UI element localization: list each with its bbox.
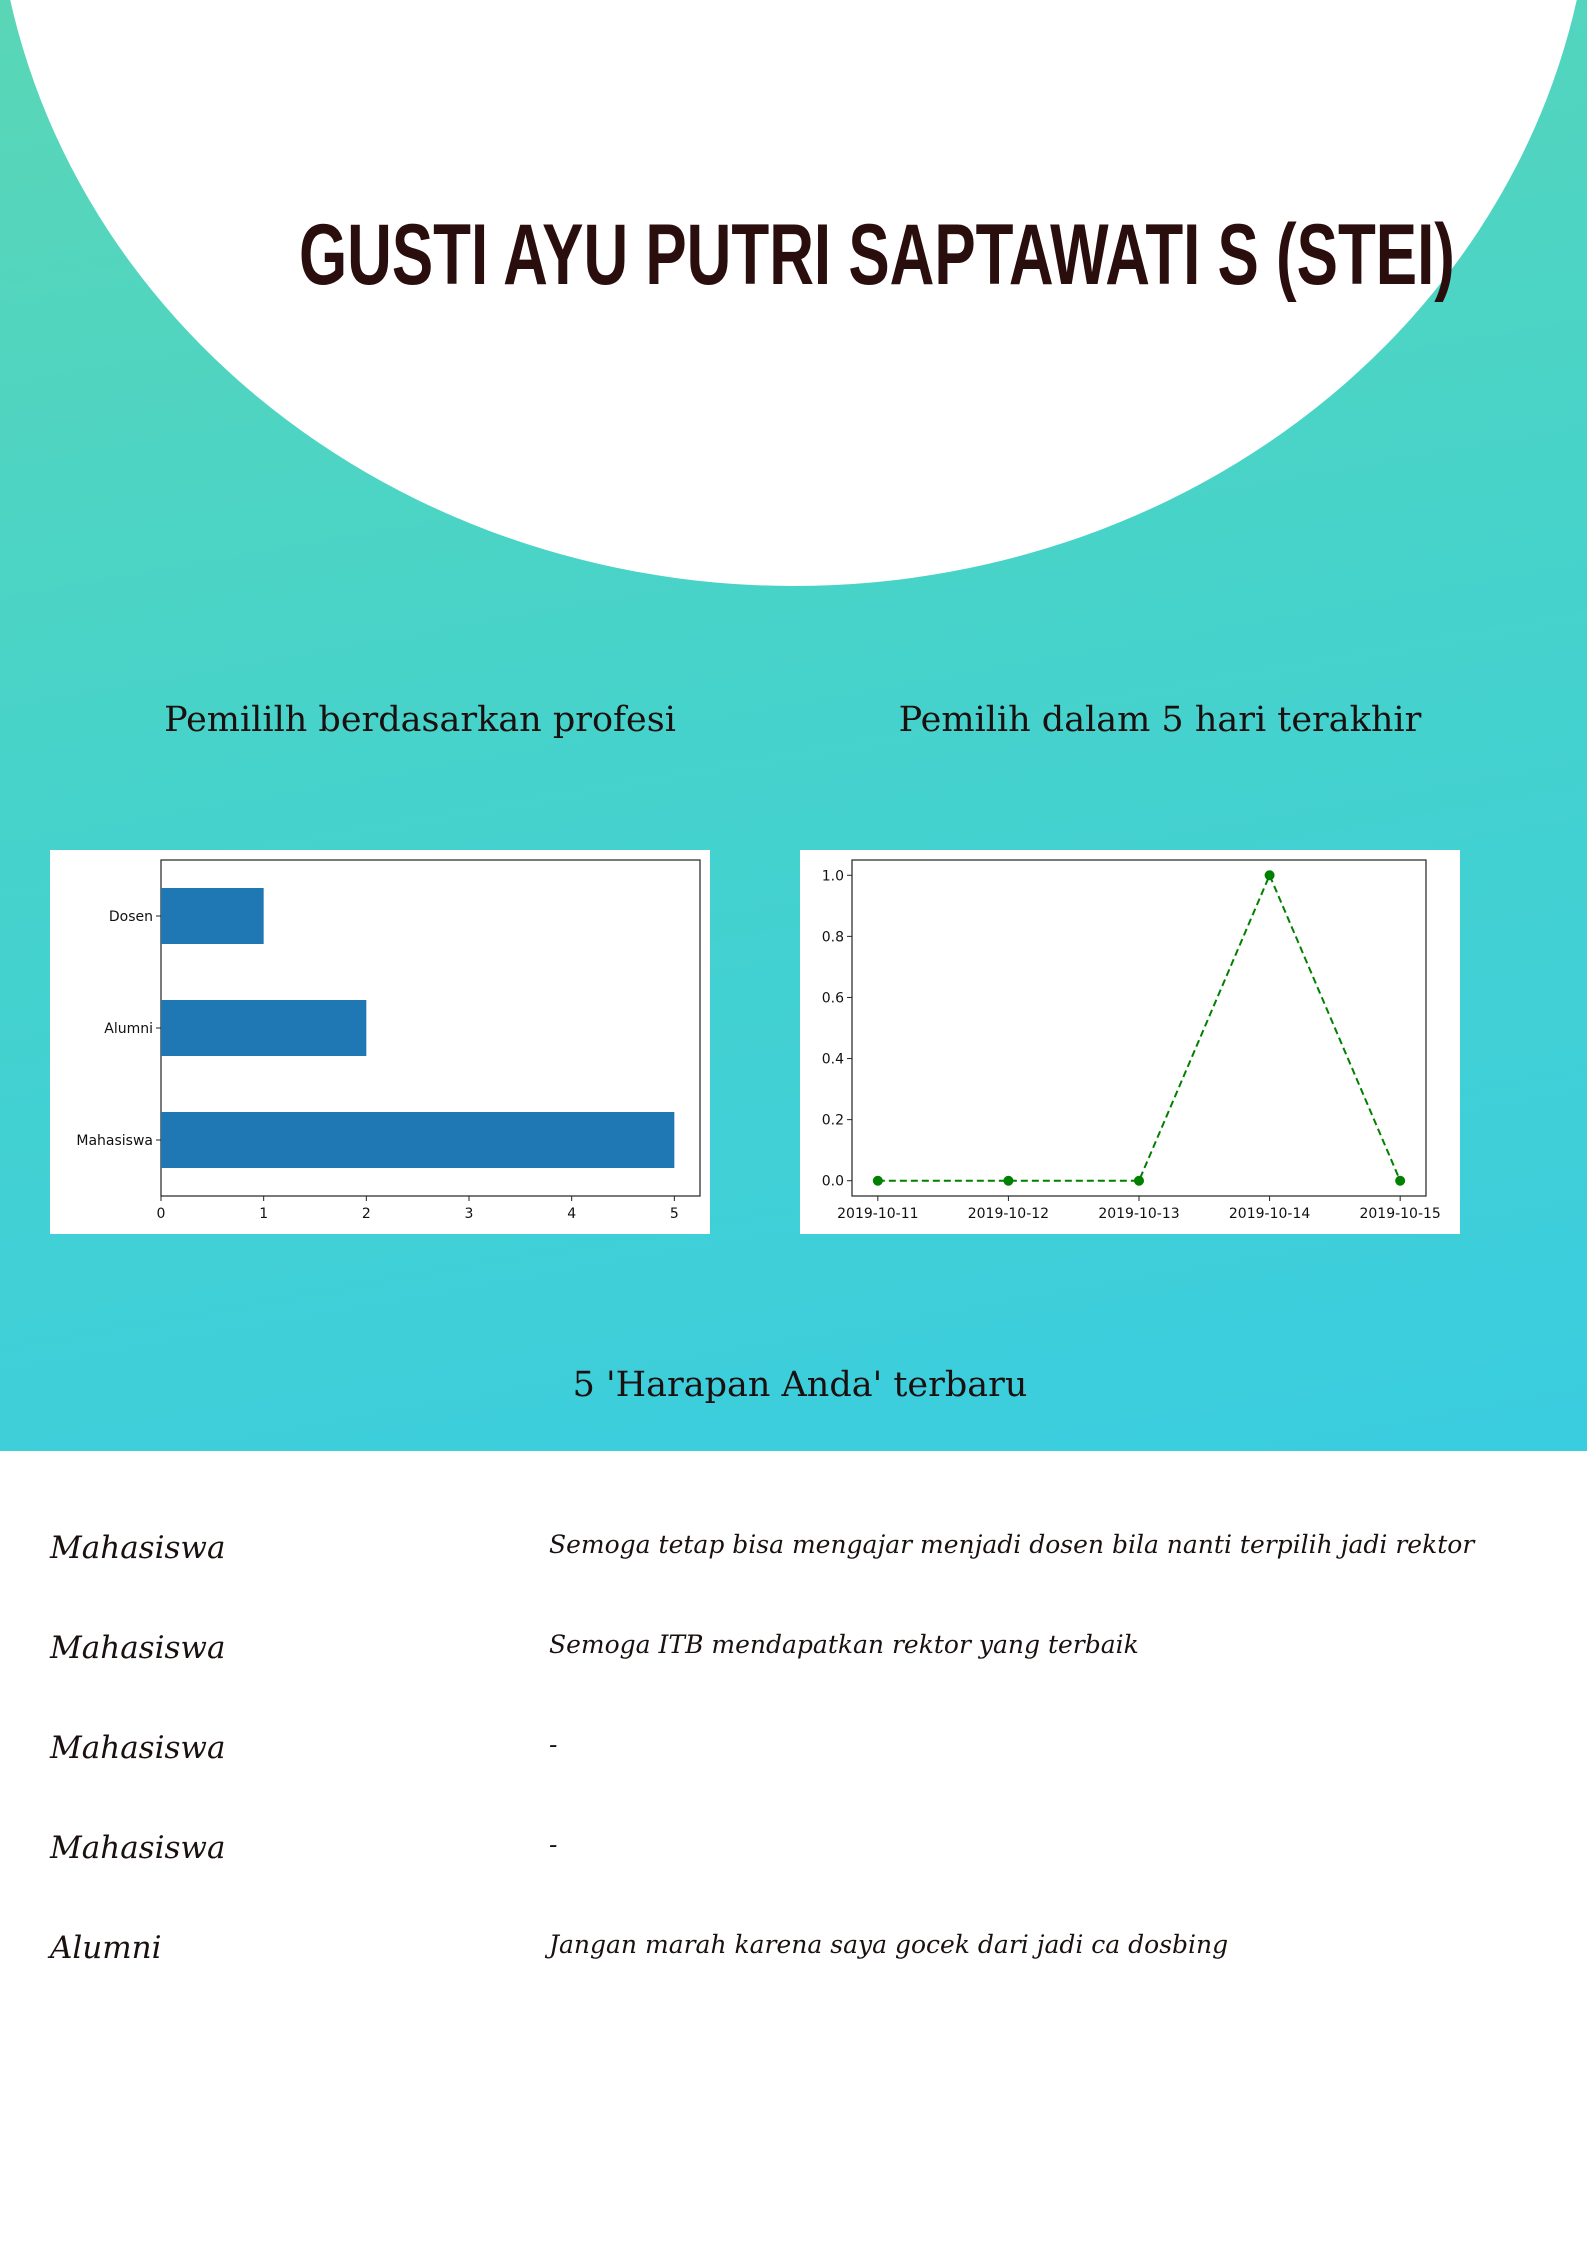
line-chart-svg: 0.0 0.2 0.4 0.6 0.8 1.0 2019-10-11 2019-10-12 20… [822,859,1441,1222]
wish-text: Semoga tetap bisa mengajar menjadi dosen… [549,1530,1475,1559]
wish-role: Mahasiswa [50,1630,226,1666]
bar-chart-svg: Dosen Alumni Mahasiswa 0 1 2 3 4 5 [76,859,701,1222]
wish-row: Mahasiswa - [0,1800,1587,1900]
line-point [1395,1175,1406,1186]
y-tick-label: Dosen [109,909,153,925]
wish-role: Mahasiswa [50,1730,226,1766]
x-tick-label: 4 [567,1206,576,1222]
wish-role: Mahasiswa [50,1830,226,1866]
wish-text: - [549,1830,558,1859]
bar [161,1112,675,1168]
x-tick-label: 2 [362,1206,371,1222]
y-tick-label: 1.0 [822,868,844,884]
wish-role: Alumni [50,1930,162,1966]
wish-text: Semoga ITB mendapatkan rektor yang terba… [549,1630,1139,1659]
wish-text: - [549,1730,558,1759]
y-tick-label: Alumni [104,1021,153,1037]
wish-row: Mahasiswa Semoga ITB mendapatkan rektor … [0,1600,1587,1700]
wish-row: Alumni Jangan marah karena saya gocek da… [0,1900,1587,2000]
line-series [877,872,1402,1182]
x-tick-label: 1 [259,1206,268,1222]
line-point [872,1175,883,1186]
x-tick-label: 2019-10-12 [968,1206,1049,1222]
x-tick-label: 2019-10-11 [837,1206,918,1222]
y-tick-label: 0.4 [822,1052,844,1068]
line-point [1264,870,1275,881]
x-tick-label: 0 [157,1206,166,1222]
x-tick-label: 2019-10-14 [1229,1206,1310,1222]
y-tick-label: Mahasiswa [76,1133,153,1149]
bar [161,888,264,944]
page-title: GUSTI AYU PUTRI SAPTAWATI S (STEI) [299,207,1455,303]
wish-text: Jangan marah karena saya gocek dari jadi… [549,1930,1229,1959]
x-tick-label: 2019-10-13 [1098,1206,1179,1222]
line-point [1134,1175,1144,1186]
line-point [1003,1175,1014,1186]
y-tick-label: 0.0 [822,1174,844,1190]
x-tick-label: 5 [670,1206,679,1222]
line-chart-title: Pemilih dalam 5 hari terakhir [898,700,1422,740]
y-tick-label: 0.2 [822,1113,844,1129]
x-tick-label: 3 [465,1206,474,1222]
wish-role: Mahasiswa [50,1530,226,1566]
x-tick-label: 2019-10-15 [1359,1206,1440,1222]
line-chart: 0.0 0.2 0.4 0.6 0.8 1.0 2019-10-11 2019-10-12 20… [800,850,1460,1234]
bar [161,1000,367,1056]
bar-chart-title: Pemililh berdasarkan profesi [164,700,676,740]
wish-row: Mahasiswa - [0,1700,1587,1800]
wishes-list: Mahasiswa Semoga tetap bisa mengajar men… [0,1500,1587,2000]
wishes-title: 5 'Harapan Anda' terbaru [572,1365,1028,1405]
wish-row: Mahasiswa Semoga tetap bisa mengajar men… [0,1500,1587,1600]
y-tick-label: 0.8 [822,929,844,945]
bar-chart: Dosen Alumni Mahasiswa 0 1 2 3 4 5 [50,850,710,1234]
line-plot-frame [851,859,1427,1197]
y-tick-label: 0.6 [822,990,844,1006]
